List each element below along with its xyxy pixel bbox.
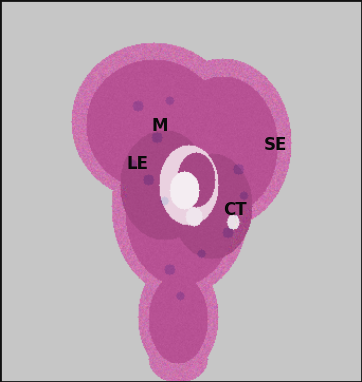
Text: LE: LE — [127, 155, 148, 173]
Text: CT: CT — [223, 201, 247, 219]
Text: M: M — [151, 117, 168, 135]
Text: SE: SE — [264, 136, 287, 154]
